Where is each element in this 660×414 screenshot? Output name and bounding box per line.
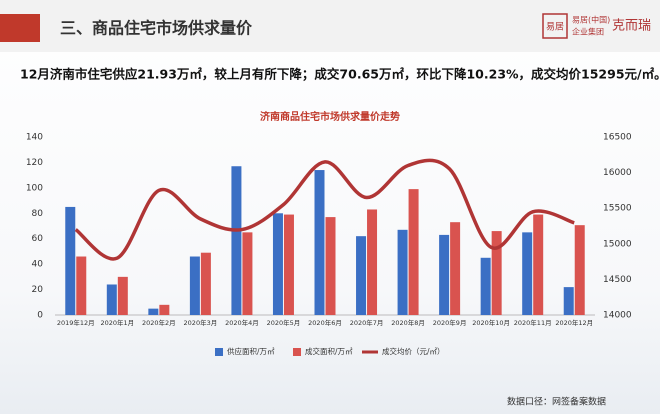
bar xyxy=(117,276,128,315)
logo-group2: 企业集团 xyxy=(572,27,604,37)
bar xyxy=(356,236,367,315)
y-tick-label: 60 xyxy=(32,234,44,244)
price-line xyxy=(74,158,575,261)
bar xyxy=(148,308,159,315)
bar xyxy=(522,232,533,315)
logo-box xyxy=(542,13,568,39)
legend-label: 成交均价（元/㎡） xyxy=(382,346,445,356)
y-tick-label: 120 xyxy=(26,158,43,168)
y-tick-label: 20 xyxy=(32,285,44,295)
legend-label: 供应面积/万㎡ xyxy=(227,346,275,356)
y2-tick-label: 15000 xyxy=(603,239,632,249)
x-tick-label: 2020年10月 xyxy=(472,318,510,327)
y2-tick-label: 16000 xyxy=(603,168,632,178)
bar xyxy=(450,222,461,315)
y2-tick-label: 14500 xyxy=(603,275,632,285)
header-accent xyxy=(0,14,40,42)
y-tick-label: 80 xyxy=(32,209,44,219)
bar xyxy=(563,287,574,315)
bar xyxy=(408,189,419,315)
bar xyxy=(159,304,170,315)
bar xyxy=(76,256,87,315)
y-tick-label: 40 xyxy=(32,260,44,270)
bar xyxy=(491,231,502,315)
y-tick-label: 100 xyxy=(26,183,43,193)
summary: 12月济南市住宅供应21.93万㎡，较上月有所下降；成交70.65万㎡，环比下降… xyxy=(20,67,660,82)
bar xyxy=(480,257,491,315)
x-tick-label: 2020年11月 xyxy=(514,318,552,327)
logo-group: 易居(中国) xyxy=(572,15,610,25)
bar xyxy=(200,252,211,315)
logo-mark: 易居 xyxy=(546,22,564,33)
legend-marker xyxy=(215,348,223,356)
y2-tick-label: 15500 xyxy=(603,204,632,214)
y-tick-label: 0 xyxy=(37,311,43,321)
bar xyxy=(65,206,76,315)
x-tick-label: 2020年5月 xyxy=(267,318,301,327)
bar xyxy=(106,284,117,315)
x-tick-label: 2020年12月 xyxy=(555,318,593,327)
bar xyxy=(439,234,450,315)
plot: 0 20 40 60 80 100 120 140 14000 14500 15000 15500 16… xyxy=(26,133,632,356)
bar xyxy=(242,232,253,315)
x-tick-label: 2020年8月 xyxy=(391,318,425,327)
header-band xyxy=(0,0,660,52)
header-title: 三、商品住宅市场供求量价 xyxy=(60,19,253,38)
bar xyxy=(533,214,544,315)
footer: 数据口径：网签备案数据 xyxy=(507,396,606,408)
x-tick-label: 2020年7月 xyxy=(350,318,384,327)
bar xyxy=(314,170,325,315)
bar xyxy=(189,256,200,315)
bar xyxy=(272,213,283,315)
bar xyxy=(231,166,242,315)
bar xyxy=(367,209,378,315)
bar xyxy=(574,225,585,315)
legend-marker xyxy=(293,348,301,356)
x-tick-label: 2019年12月 xyxy=(57,318,95,327)
x-tick-label: 2020年1月 xyxy=(100,318,134,327)
bar xyxy=(283,214,294,315)
x-tick-label: 2020年2月 xyxy=(142,318,176,327)
legend-label: 成交面积/万㎡ xyxy=(305,346,353,356)
logo-brand: 克而瑞 xyxy=(612,19,651,34)
chart-title: 济南商品住宅市场供求量价走势 xyxy=(260,110,400,123)
x-tick-label: 2020年3月 xyxy=(184,318,218,327)
bar xyxy=(397,229,408,315)
y2-tick-label: 16500 xyxy=(603,133,632,143)
y2-tick-label: 14000 xyxy=(603,311,632,321)
x-tick-label: 2020年9月 xyxy=(433,318,467,327)
x-tick-label: 2020年4月 xyxy=(225,318,259,327)
bar xyxy=(325,217,336,315)
x-tick-label: 2020年6月 xyxy=(308,318,342,327)
y-tick-label: 140 xyxy=(26,133,43,143)
